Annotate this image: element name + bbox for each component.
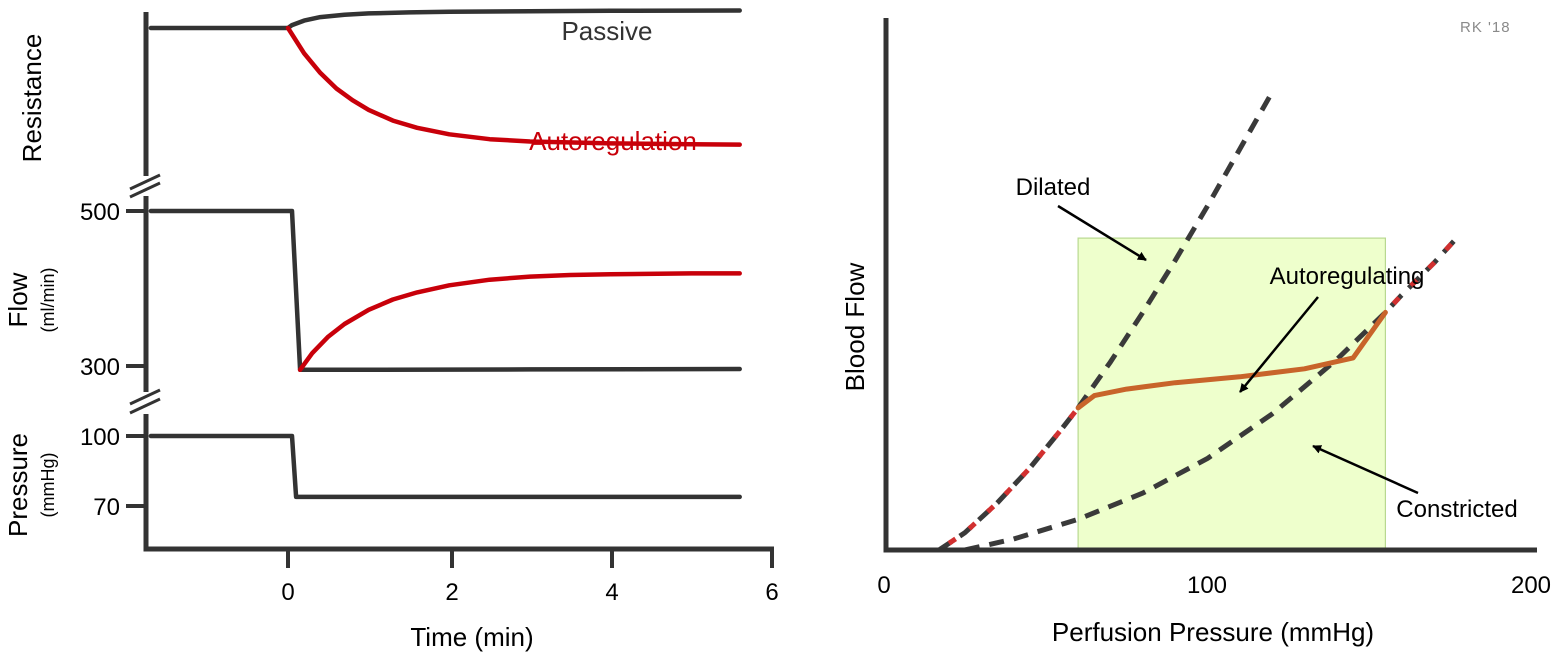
- flow-y-axis-title: Flow: [3, 272, 33, 327]
- left-x-tick-label-0: 0: [281, 579, 294, 606]
- autoregulating-curve: [1075, 309, 1388, 411]
- autoregulating-annotation-arrow: [1239, 296, 1319, 393]
- axis-break-flow-pressure: [129, 388, 161, 415]
- autoregulation-panel: 0 100 200 Perfusion Pressure (mmHg) Bloo…: [840, 18, 1551, 647]
- watermark: RK '18: [1460, 19, 1511, 36]
- autoregulating-annotation-label: Autoregulating: [1270, 263, 1425, 290]
- left-x-tick-label-4: 4: [605, 579, 618, 606]
- constricted-annotation-label: Constricted: [1396, 496, 1517, 523]
- autoregulatory-range-region: [1077, 237, 1386, 551]
- dilated-annotation-label: Dilated: [1016, 174, 1091, 201]
- left-x-axis-title: Time (min): [410, 622, 533, 652]
- dilated-annotation-arrow: [1057, 204, 1147, 262]
- right-x-axis-title: Perfusion Pressure (mmHg): [1052, 617, 1374, 647]
- flow-autoregulation-line: [297, 271, 742, 373]
- autoregulation-series-layer: [937, 90, 1459, 553]
- pressure-y-axis-unit: (mmHg): [38, 453, 58, 518]
- time-course-panel: 500 300 100 70 0 2 4 6 Time (min) Resist…: [3, 8, 779, 652]
- right-x-tick-label-100: 100: [1187, 572, 1227, 599]
- resistance-passive-line: [148, 8, 742, 31]
- dilated-curve: [937, 90, 1275, 553]
- flow-y-tick-label-300: 300: [80, 354, 120, 381]
- axis-break-resistance-flow: [129, 173, 161, 199]
- time-course-series-layer: [148, 8, 742, 500]
- autoregulation-series-label: Autoregulation: [529, 126, 697, 156]
- constricted-annotation-arrow: [1312, 444, 1419, 495]
- dilated-low-red-overlay: [937, 406, 1081, 553]
- pressure-y-axis-title: Pressure: [3, 433, 33, 537]
- left-x-tick-label-2: 2: [445, 579, 458, 606]
- resistance-autoregulation-line: [285, 25, 742, 147]
- right-y-axis-title: Blood Flow: [840, 262, 870, 391]
- passive-series-label: Passive: [561, 16, 652, 46]
- flow-y-tick-label-500: 500: [80, 199, 120, 226]
- resistance-y-axis-title: Resistance: [17, 34, 47, 163]
- right-x-tick-label-0: 0: [877, 572, 890, 599]
- right-x-tick-label-200: 200: [1511, 572, 1551, 599]
- pressure-y-tick-label-100: 100: [80, 424, 120, 451]
- pressure-y-tick-label-70: 70: [93, 494, 120, 521]
- pressure-passive-line: [148, 433, 742, 500]
- flow-y-axis-unit: (ml/min): [38, 268, 58, 333]
- flow-passive-line: [148, 208, 742, 373]
- left-x-tick-label-6: 6: [765, 579, 778, 606]
